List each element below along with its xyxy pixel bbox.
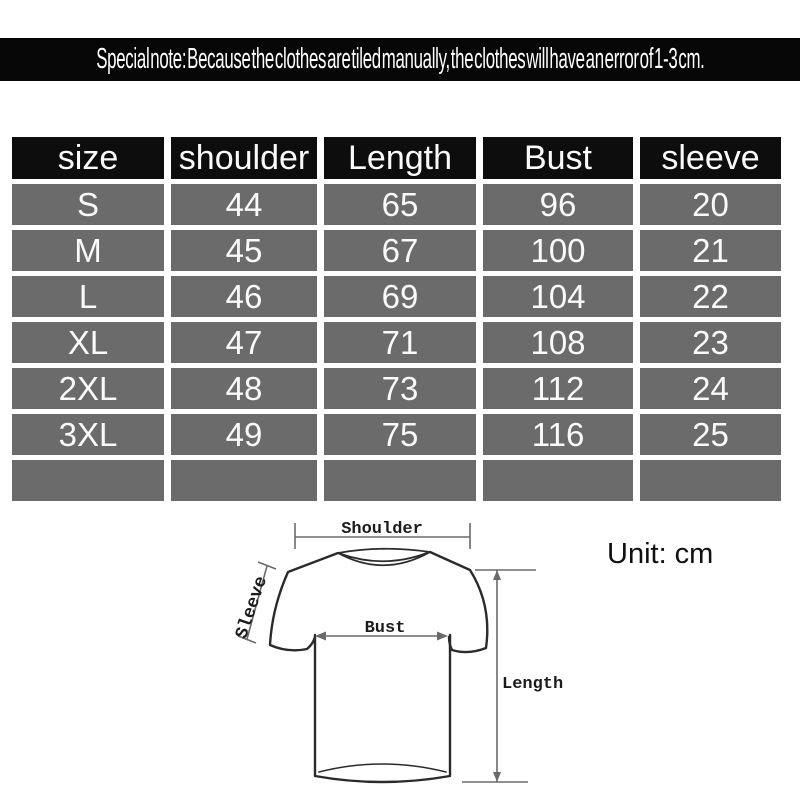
table-cell: 108	[483, 322, 633, 363]
sleeve-label: Sleeve	[232, 574, 272, 642]
table-cell: 21	[640, 230, 781, 271]
table-cell: 22	[640, 276, 781, 317]
table-row	[12, 460, 781, 501]
table-cell: 23	[640, 322, 781, 363]
table-cell: 65	[324, 184, 476, 225]
size-table-header-row: size shoulder Length Bust sleeve	[12, 137, 781, 179]
table-cell: 48	[171, 368, 317, 409]
table-row: M 45 67 100 21	[12, 230, 781, 271]
table-cell: M	[12, 230, 164, 271]
table-cell: 46	[171, 276, 317, 317]
table-cell: 67	[324, 230, 476, 271]
tshirt-collar	[337, 547, 431, 567]
table-cell	[640, 460, 781, 501]
special-note-banner: Special note: Because the clothes are ti…	[0, 38, 800, 81]
table-cell	[483, 460, 633, 501]
sleeve-measure-tick-top	[257, 561, 277, 570]
column-header-bust: Bust	[483, 137, 633, 179]
table-cell: 96	[483, 184, 633, 225]
table-cell: 47	[171, 322, 317, 363]
bust-arrow-right	[437, 631, 448, 641]
table-row: XL 47 71 108 23	[12, 322, 781, 363]
table-cell: XL	[12, 322, 164, 363]
column-header-shoulder: shoulder	[171, 137, 317, 179]
tshirt-right-sleeve	[428, 550, 489, 654]
tshirt-hem-curve	[318, 763, 447, 773]
tshirt-measurement-diagram: Shoulder Sleeve Bust Length	[232, 520, 563, 784]
table-cell: 69	[324, 276, 476, 317]
table-cell: 44	[171, 184, 317, 225]
column-header-sleeve: sleeve	[640, 137, 781, 179]
table-cell: 116	[483, 414, 633, 455]
table-cell: 73	[324, 368, 476, 409]
table-cell: 100	[483, 230, 633, 271]
table-row: 2XL 48 73 112 24	[12, 368, 781, 409]
table-cell	[171, 460, 317, 501]
shoulder-label: Shoulder	[341, 520, 423, 539]
table-cell	[12, 460, 164, 501]
table-cell	[324, 460, 476, 501]
table-cell: 49	[171, 414, 317, 455]
table-row: 3XL 49 75 116 25	[12, 414, 781, 455]
unit-label: Unit: cm	[607, 538, 714, 570]
column-header-size: size	[12, 137, 164, 179]
sleeve-measure-line	[246, 565, 268, 640]
length-label: Length	[502, 675, 563, 694]
table-cell: S	[12, 184, 164, 225]
table-cell: 45	[171, 230, 317, 271]
table-cell: 25	[640, 414, 781, 455]
column-header-length: Length	[324, 137, 476, 179]
table-cell: 2XL	[12, 368, 164, 409]
table-row: L 46 69 104 22	[12, 276, 781, 317]
bust-arrow-left	[315, 631, 326, 641]
table-cell: 112	[483, 368, 633, 409]
table-cell: 71	[324, 322, 476, 363]
table-cell: L	[12, 276, 164, 317]
table-cell: 104	[483, 276, 633, 317]
table-cell: 20	[640, 184, 781, 225]
sleeve-measure-tick-bottom	[237, 635, 257, 644]
length-arrow-bottom	[493, 772, 501, 782]
tshirt-body	[313, 633, 452, 784]
table-row: S 44 65 96 20	[12, 184, 781, 225]
bust-label: Bust	[365, 619, 406, 638]
length-arrow-top	[493, 570, 501, 580]
size-table: size shoulder Length Bust sleeve S 44 65 96…	[5, 132, 788, 506]
table-cell: 24	[640, 368, 781, 409]
tshirt-left-sleeve	[268, 551, 340, 652]
special-note-text: Special note: Because the clothes are ti…	[95, 43, 705, 75]
table-cell: 3XL	[12, 414, 164, 455]
table-cell: 75	[324, 414, 476, 455]
